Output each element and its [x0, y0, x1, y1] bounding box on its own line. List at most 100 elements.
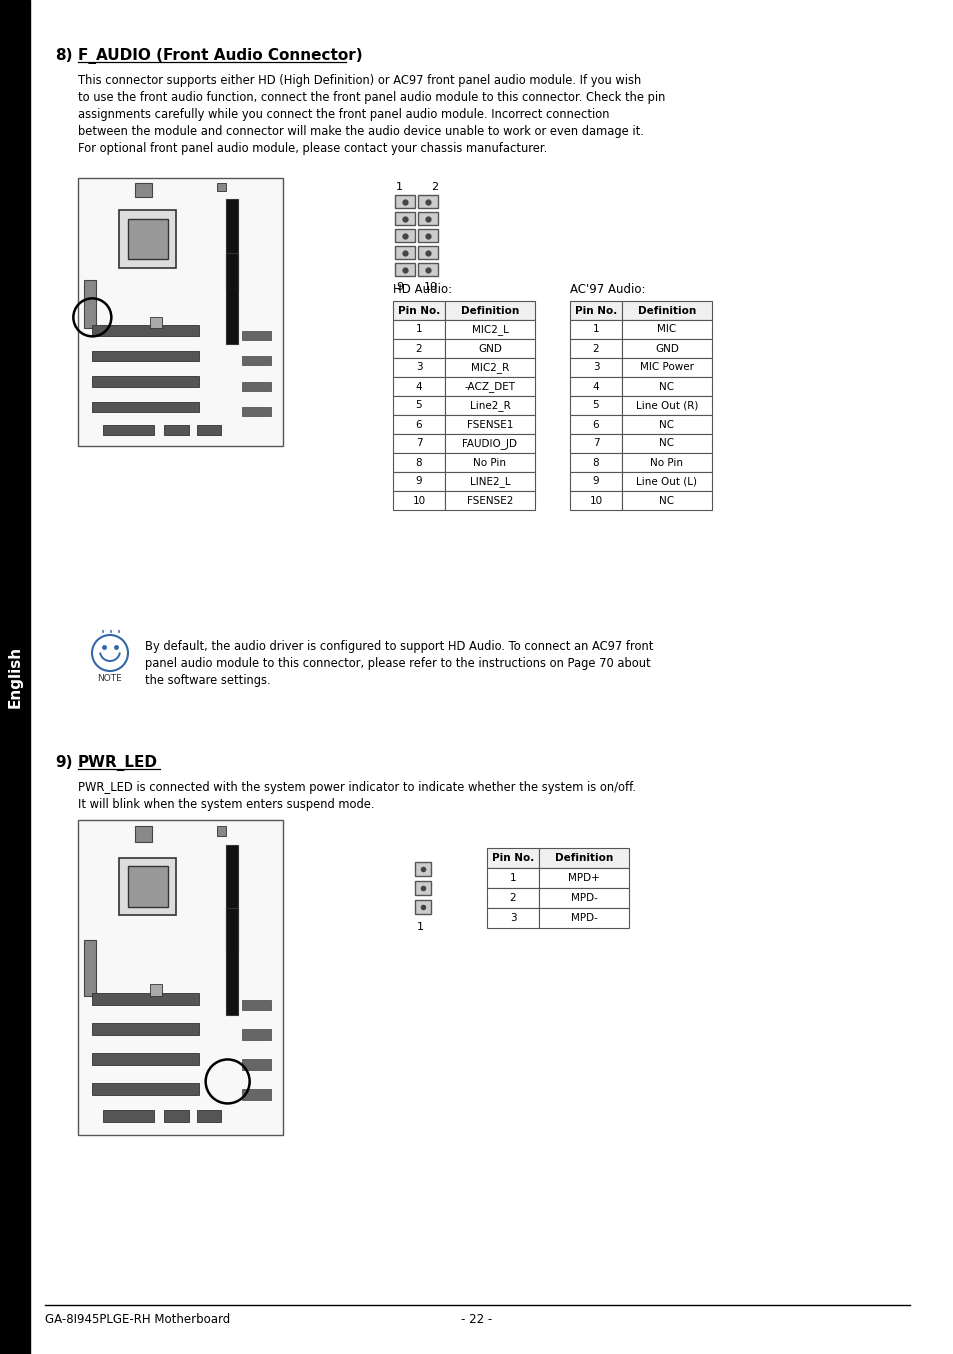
Bar [569, 414, 621, 435]
Bar [225, 199, 237, 291]
Text: Line Out (L): Line Out (L) [636, 477, 697, 486]
Text: - 22 -: - 22 - [461, 1313, 492, 1326]
Bar [103, 1110, 153, 1121]
Bar [135, 183, 152, 196]
Bar [569, 492, 621, 510]
Bar [92, 402, 199, 412]
Text: GA-8I945PLGE-RH Motherboard: GA-8I945PLGE-RH Motherboard [45, 1313, 230, 1326]
Bar [621, 320, 711, 338]
Bar [393, 414, 444, 435]
Bar [569, 338, 621, 357]
Bar [242, 408, 271, 416]
Bar [217, 826, 225, 835]
Bar [444, 435, 535, 454]
Text: 1: 1 [395, 181, 402, 192]
Bar [415, 900, 431, 914]
Text: MPD-: MPD- [570, 913, 597, 923]
Bar [444, 376, 535, 395]
Text: to use the front audio function, connect the front panel audio module to this co: to use the front audio function, connect… [78, 91, 664, 104]
Bar [84, 280, 96, 328]
Text: MPD-: MPD- [570, 894, 597, 903]
Bar [242, 1090, 271, 1099]
Text: 9): 9) [55, 756, 72, 770]
Bar [417, 263, 437, 276]
Bar [395, 263, 415, 276]
Text: NOTE: NOTE [97, 674, 122, 682]
Bar [119, 210, 176, 268]
Text: No Pin: No Pin [650, 458, 682, 467]
Text: PWR_LED: PWR_LED [78, 756, 158, 770]
Text: 8: 8 [416, 458, 422, 467]
Text: 4: 4 [592, 382, 598, 391]
Bar [569, 435, 621, 454]
Text: LINE2_L: LINE2_L [469, 477, 510, 487]
Bar [393, 492, 444, 510]
Bar [486, 888, 538, 909]
Bar [417, 229, 437, 242]
Bar [393, 301, 444, 320]
Text: FSENSE1: FSENSE1 [466, 420, 513, 429]
Bar [395, 246, 415, 259]
Text: FSENSE2: FSENSE2 [466, 496, 513, 505]
Bar [621, 301, 711, 320]
Bar [78, 821, 283, 1135]
Bar [444, 492, 535, 510]
Bar [444, 301, 535, 320]
Text: Definition: Definition [555, 853, 613, 862]
Text: 9: 9 [395, 282, 403, 292]
Text: MIC2_L: MIC2_L [471, 324, 508, 334]
Bar [538, 888, 628, 909]
Bar [225, 909, 237, 1016]
Bar [135, 826, 152, 842]
Bar [486, 868, 538, 888]
Bar [569, 376, 621, 395]
Bar [444, 320, 535, 338]
Text: Line Out (R): Line Out (R) [635, 401, 698, 410]
Bar [92, 376, 199, 386]
Text: 9: 9 [416, 477, 422, 486]
Bar [393, 320, 444, 338]
Text: assignments carefully while you connect the front panel audio module. Incorrect : assignments carefully while you connect … [78, 108, 609, 121]
Text: 2: 2 [509, 894, 516, 903]
Bar [395, 229, 415, 242]
Text: FAUDIO_JD: FAUDIO_JD [462, 439, 517, 450]
Text: No Pin: No Pin [473, 458, 506, 467]
Bar [150, 984, 162, 997]
Text: PWR_LED is connected with the system power indicator to indicate whether the sys: PWR_LED is connected with the system pow… [78, 781, 636, 793]
Text: panel audio module to this connector, please refer to the instructions on Page 7: panel audio module to this connector, pl… [145, 657, 650, 670]
Text: 4: 4 [416, 382, 422, 391]
Text: between the module and connector will make the audio device unable to work or ev: between the module and connector will ma… [78, 125, 643, 138]
Bar [415, 862, 431, 876]
Bar [164, 425, 189, 435]
Text: Line2_R: Line2_R [469, 399, 510, 412]
Text: Definition: Definition [460, 306, 518, 315]
Text: NC: NC [659, 382, 674, 391]
Bar [242, 330, 271, 340]
Text: 10: 10 [412, 496, 425, 505]
Text: NC: NC [659, 420, 674, 429]
Bar [393, 454, 444, 473]
Bar [538, 848, 628, 868]
Text: MIC: MIC [657, 325, 676, 334]
Text: 2: 2 [592, 344, 598, 353]
Bar [395, 195, 415, 209]
Bar [417, 195, 437, 209]
Text: 7: 7 [592, 439, 598, 448]
Bar [621, 395, 711, 414]
Bar [92, 351, 199, 362]
Text: English: English [8, 646, 23, 708]
Bar [393, 473, 444, 492]
Bar [78, 177, 283, 445]
Bar [444, 395, 535, 414]
Bar [444, 454, 535, 473]
Bar [393, 395, 444, 414]
Text: 5: 5 [416, 401, 422, 410]
Bar [0, 0, 30, 1354]
Text: 1: 1 [509, 873, 516, 883]
Bar [621, 357, 711, 376]
Text: -ACZ_DET: -ACZ_DET [464, 380, 515, 391]
Bar [621, 454, 711, 473]
Text: 6: 6 [592, 420, 598, 429]
Text: Pin No.: Pin No. [397, 306, 439, 315]
Text: 3: 3 [592, 363, 598, 372]
